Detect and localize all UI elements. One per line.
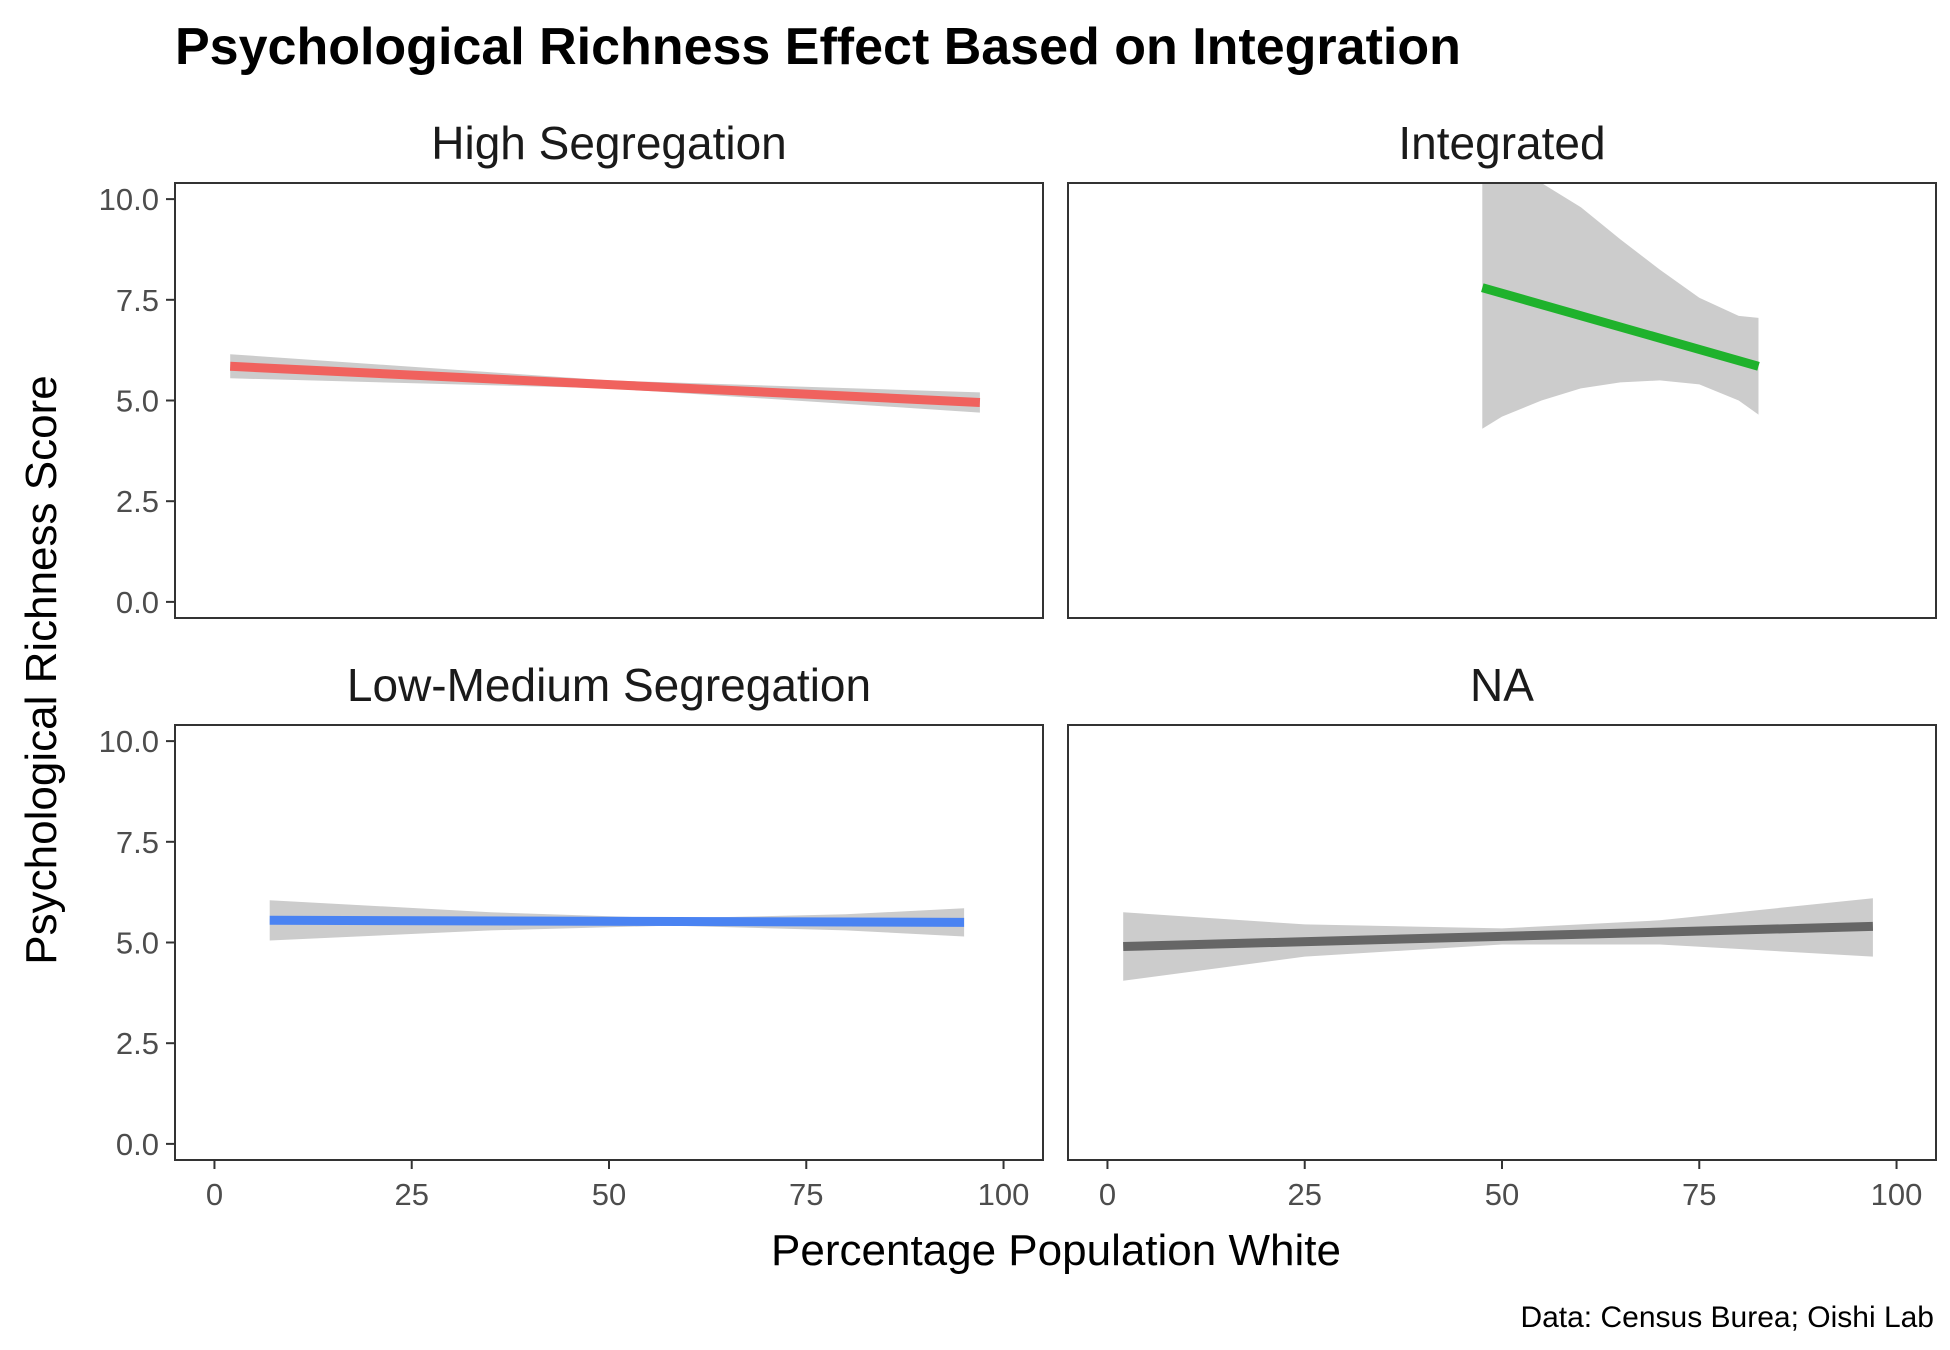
facet-panel: Integrated: [1067, 117, 1937, 619]
facet-strip-title: High Segregation: [431, 117, 786, 169]
panel-plot-area: [229, 354, 981, 413]
panel-plot-area: [1481, 183, 1760, 429]
y-axis-title: Psychological Richness Score: [17, 375, 66, 964]
chart-title: Psychological Richness Effect Based on I…: [175, 18, 1461, 76]
panel-border: [1067, 182, 1937, 619]
y-tick-label: 5.0: [116, 384, 159, 419]
y-tick-label: 5.0: [116, 926, 159, 961]
y-tick-label: 7.5: [116, 283, 159, 318]
facet-panels: High Segregation 0.0 2.5 5.0 7.5 10.0 Integrat…: [99, 117, 1937, 1212]
x-tick-label: 100: [978, 1177, 1030, 1212]
x-axis-title: Percentage Population White: [771, 1226, 1341, 1275]
y-tick-label: 2.5: [116, 1026, 159, 1061]
y-tick-label: 10.0: [99, 182, 159, 217]
series-line: [229, 361, 981, 407]
chart-caption: Data: Census Burea; Oishi Lab: [1520, 1301, 1934, 1334]
facet-panel: Low-Medium Segregation 0.0 2.5 5.0 7.5 10.0 0 2…: [99, 659, 1044, 1212]
x-tick-label: 25: [1287, 1177, 1321, 1212]
facet-strip-title: NA: [1470, 659, 1534, 711]
panel-plot-area: [269, 900, 965, 941]
facet-strip-title: Integrated: [1398, 117, 1605, 169]
confidence-band: [1482, 183, 1759, 429]
x-tick-label: 75: [1682, 1177, 1716, 1212]
y-tick-label: 0.0: [116, 1127, 159, 1162]
series-line: [1123, 921, 1874, 951]
y-tick-label: 7.5: [116, 825, 159, 860]
facet-panel: High Segregation 0.0 2.5 5.0 7.5 10.0: [99, 117, 1044, 620]
y-tick-label: 10.0: [99, 724, 159, 759]
x-tick-label: 75: [789, 1177, 823, 1212]
y-tick-label: 2.5: [116, 484, 159, 519]
x-tick-label: 25: [394, 1177, 428, 1212]
y-tick-label: 0.0: [116, 585, 159, 620]
x-tick-label: 0: [1099, 1177, 1116, 1212]
x-tick-label: 100: [1871, 1177, 1923, 1212]
facet-panel: NA 0 25 50 75 100: [1067, 659, 1937, 1212]
x-tick-label: 50: [592, 1177, 626, 1212]
facet-strip-title: Low-Medium Segregation: [347, 659, 871, 711]
x-tick-label: 50: [1485, 1177, 1519, 1212]
series-line: [269, 915, 965, 927]
panel-plot-area: [1123, 898, 1874, 981]
series-line: [1481, 283, 1760, 371]
x-tick-label: 0: [206, 1177, 223, 1212]
